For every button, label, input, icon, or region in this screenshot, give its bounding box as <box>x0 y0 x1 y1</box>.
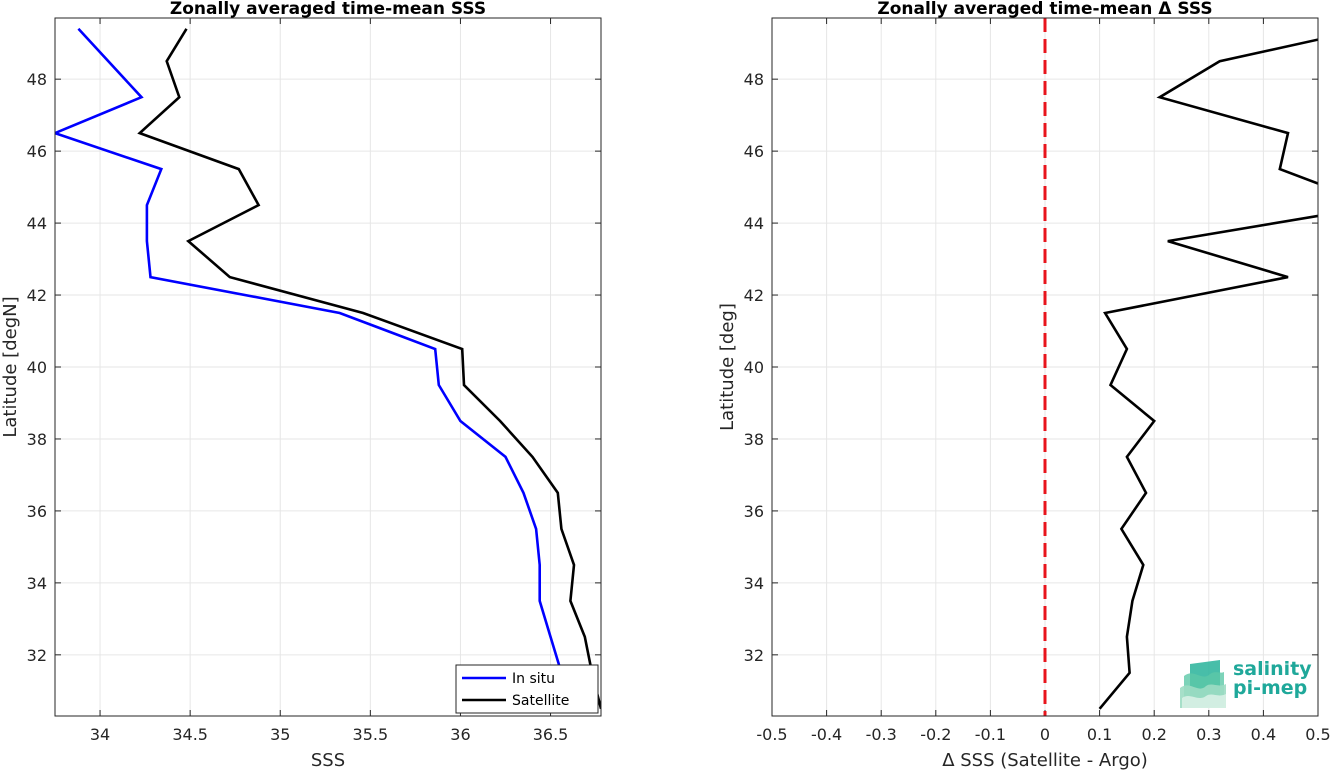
x-tick-label: 0 <box>1040 725 1050 744</box>
legend-box <box>455 664 599 714</box>
axes-box <box>771 17 1319 717</box>
series-line-in-situ <box>55 27 581 710</box>
x-tick-label: 35.5 <box>353 725 389 744</box>
y-tick-label: 46 <box>744 142 764 161</box>
x-tick-label: 34.5 <box>172 725 208 744</box>
y-tick-label: 32 <box>27 646 47 665</box>
logo-wave-icon <box>1180 660 1226 708</box>
logo-text-salinity: salinity <box>1233 658 1312 680</box>
x-tick-label: 0.2 <box>1141 725 1166 744</box>
y-tick-label: 40 <box>27 358 47 377</box>
x-tick-label: -0.4 <box>811 725 842 744</box>
y-tick-label: 34 <box>744 574 764 593</box>
series-line-1 <box>1098 214 1318 710</box>
x-tick-label: 0.4 <box>1251 725 1276 744</box>
salinity-pimep-logo: salinity pi-mep <box>1180 656 1330 708</box>
x-tick-label: 34 <box>90 725 110 744</box>
chart-1: 34 34.5 35 35.5 36 36.5 32 34 36 38 40 42 44 46 48 Zona… <box>0 0 602 770</box>
x-tick-label: 36.5 <box>533 725 569 744</box>
y-tick-label: 42 <box>27 286 47 305</box>
x-tick-label: 0.3 <box>1196 725 1221 744</box>
y-tick-label: 48 <box>27 70 47 89</box>
x-tick-label: -0.5 <box>756 725 787 744</box>
logo-text-pimep: pi-mep <box>1233 677 1308 699</box>
y-tick-label: 48 <box>744 70 764 89</box>
legend: In situ Satellite <box>455 664 599 714</box>
legend-label: Satellite <box>512 693 569 709</box>
series-line-2 <box>1156 38 1318 185</box>
y-tick-label: 36 <box>744 502 764 521</box>
chart-2: -0.5 -0.4 -0.3 -0.2 -0.1 0 0.1 0.2 0.3 0.4 0.5 32 34… <box>717 0 1330 770</box>
y-tick-label: 40 <box>744 358 764 377</box>
series-line-satellite <box>137 28 601 710</box>
y-axis-label: Latitude [deg] <box>717 303 738 431</box>
x-tick-label: 0.5 <box>1305 725 1330 744</box>
y-tick-label: 36 <box>27 502 47 521</box>
x-axis-label: SSS <box>311 750 345 770</box>
x-tick-label: 35 <box>270 725 290 744</box>
y-tick-label: 42 <box>744 286 764 305</box>
y-tick-label: 38 <box>744 430 764 449</box>
chart-title: Zonally averaged time-mean SSS <box>170 0 486 19</box>
y-axis-label: Latitude [degN] <box>0 296 21 437</box>
x-tick-label: -0.3 <box>866 725 897 744</box>
legend-label: In situ <box>512 671 555 687</box>
y-tick-label: 38 <box>27 430 47 449</box>
x-tick-label: -0.2 <box>920 725 951 744</box>
y-tick-label: 46 <box>27 142 47 161</box>
series-group <box>55 27 601 710</box>
x-axis-label: Δ SSS (Satellite - Argo) <box>942 750 1148 770</box>
x-tick-label: -0.1 <box>975 725 1006 744</box>
y-tick-label: 44 <box>27 214 47 233</box>
series-group <box>1098 38 1318 710</box>
x-tick-label: 36 <box>450 725 470 744</box>
y-tick-label: 34 <box>27 574 47 593</box>
y-tick-label: 32 <box>744 646 764 665</box>
chart-title: Zonally averaged time-mean Δ SSS <box>877 0 1212 19</box>
y-tick-label: 44 <box>744 214 764 233</box>
x-tick-label: 0.1 <box>1087 725 1112 744</box>
axes-box <box>54 17 602 717</box>
